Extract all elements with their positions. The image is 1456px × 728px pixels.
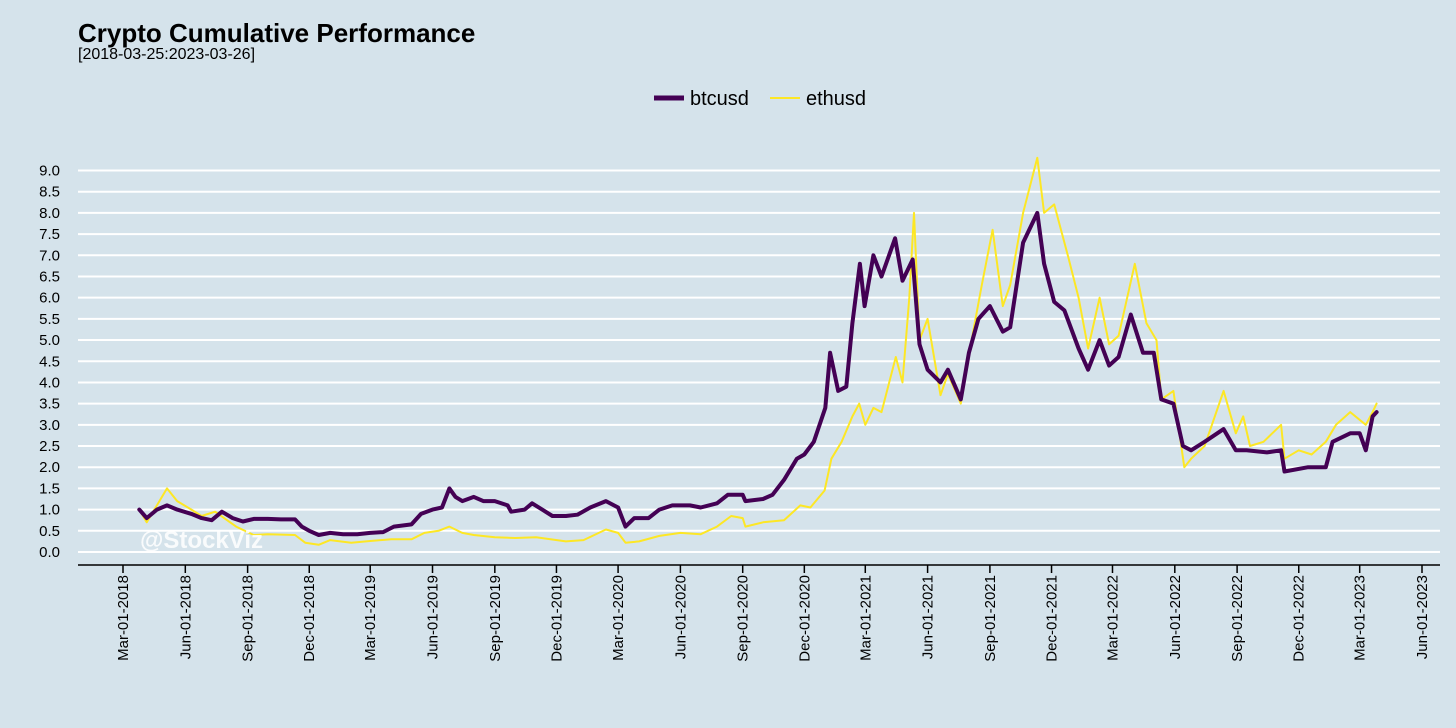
x-tick-label: Sep-01-2021: [982, 575, 999, 662]
x-tick-label: Mar-01-2018: [115, 575, 132, 661]
y-tick-label: 3.5: [39, 396, 60, 413]
legend-label-btcusd: btcusd: [690, 88, 749, 110]
y-tick-label: 9.0: [39, 163, 60, 180]
x-tick-label: Sep-01-2018: [240, 575, 257, 662]
x-tick-label: Dec-01-2022: [1291, 575, 1308, 662]
x-tick-label: Sep-01-2022: [1229, 575, 1246, 662]
y-tick-label: 8.0: [39, 205, 60, 222]
watermark: @StockViz: [140, 527, 263, 554]
y-tick-label: 4.5: [39, 353, 60, 370]
y-tick-label: 0.5: [39, 523, 60, 540]
y-tick-label: 2.5: [39, 438, 60, 455]
y-tick-label: 4.0: [39, 374, 60, 391]
y-tick-label: 7.0: [39, 247, 60, 264]
y-tick-label: 2.0: [39, 459, 60, 476]
x-tick-label: Mar-01-2021: [857, 575, 874, 661]
x-tick-label: Jun-01-2021: [920, 575, 937, 659]
y-tick-label: 5.0: [39, 332, 60, 349]
series-line-ethusd: [138, 156, 1378, 546]
x-axis: Mar-01-2018 Jun-01-2018 Sep-01-2018 Dec-01-…: [78, 564, 1440, 662]
x-tick-label: Mar-01-2023: [1352, 575, 1369, 661]
legend: btcusd ethusd: [654, 88, 866, 110]
x-tick-label: Dec-01-2019: [548, 575, 565, 662]
x-tick-label: Dec-01-2018: [301, 575, 318, 662]
series-line-btcusd: [137, 210, 1379, 537]
series-layer: [137, 156, 1379, 546]
y-tick-label: 1.5: [39, 480, 60, 497]
y-tick-label: 7.5: [39, 226, 60, 243]
y-tick-label: 3.0: [39, 417, 60, 434]
chart-title: Crypto Cumulative Performance: [78, 18, 476, 48]
y-tick-label: 6.0: [39, 290, 60, 307]
x-tick-label: Sep-01-2019: [487, 575, 504, 662]
y-tick-label: 0.0: [39, 544, 60, 561]
y-tick-label: 6.5: [39, 268, 60, 285]
y-tick-label: 1.0: [39, 502, 60, 519]
y-tick-label: 8.5: [39, 184, 60, 201]
gridlines: [78, 169, 1440, 553]
y-axis: 0.0 0.5 1.0 1.5 2.0 2.5 3.0 3.5 4.0 4.5 5.0 5.5 6.0 6…: [39, 163, 60, 562]
x-tick-label: Dec-01-2020: [796, 575, 813, 662]
x-tick-label: Jun-01-2020: [672, 575, 689, 659]
x-tick-label: Mar-01-2022: [1104, 575, 1121, 661]
x-tick-label: Sep-01-2020: [735, 575, 752, 662]
x-tick-label: Jun-01-2019: [425, 575, 442, 659]
x-tick-label: Dec-01-2021: [1044, 575, 1061, 662]
x-tick-label: Jun-01-2022: [1167, 575, 1184, 659]
x-tick-label: Mar-01-2019: [362, 575, 379, 661]
y-tick-label: 5.5: [39, 311, 60, 328]
legend-label-ethusd: ethusd: [806, 88, 866, 110]
x-tick-label: Mar-01-2020: [610, 575, 627, 661]
chart-subtitle: [2018-03-25:2023-03-26]: [78, 46, 256, 63]
x-tick-label: Jun-01-2018: [177, 575, 194, 659]
x-tick-label: Jun-01-2023: [1414, 575, 1431, 659]
